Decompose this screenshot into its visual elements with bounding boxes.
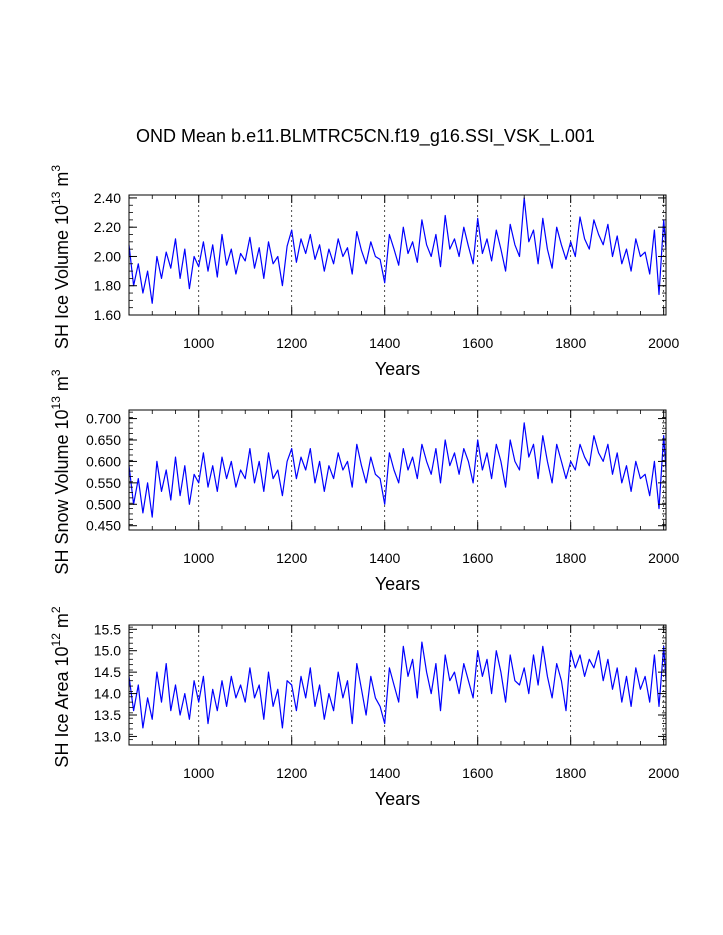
y-tick-label: 0.550 xyxy=(86,475,121,491)
x-tick-label: 1600 xyxy=(462,765,493,781)
x-tick-label: 1200 xyxy=(276,765,307,781)
series-line xyxy=(128,197,667,304)
y-tick-label: 2.20 xyxy=(94,219,121,235)
plot-frame xyxy=(128,194,667,316)
x-tick-label: 2000 xyxy=(648,335,679,351)
x-tick-label: 1400 xyxy=(369,765,400,781)
y-tick-label: 1.80 xyxy=(94,278,121,294)
y-axis-label: SH Ice Area 1012 m2 xyxy=(49,606,72,767)
plot-frame xyxy=(128,624,667,746)
x-tick-label: 1000 xyxy=(183,335,214,351)
y-tick-label: 2.40 xyxy=(94,190,121,206)
x-tick-label: 1600 xyxy=(462,550,493,566)
y-tick-label: 15.5 xyxy=(94,621,121,637)
y-tick-label: 0.700 xyxy=(86,411,121,427)
y-axis-label: SH Snow Volume 1013 m3 xyxy=(49,369,72,574)
y-tick-label: 14.5 xyxy=(94,664,121,680)
figure-title: OND Mean b.e11.BLMTRC5CN.f19_g16.SSI_VSK… xyxy=(136,126,595,146)
y-tick-label: 0.450 xyxy=(86,518,121,534)
y-tick-label: 2.00 xyxy=(94,248,121,264)
x-tick-label: 1800 xyxy=(555,335,586,351)
plot-frame xyxy=(128,409,667,531)
y-tick-label: 0.600 xyxy=(86,453,121,469)
x-tick-label: 1600 xyxy=(462,335,493,351)
y-tick-label: 1.60 xyxy=(94,307,121,323)
x-tick-label: 1200 xyxy=(276,550,307,566)
x-tick-label: 1400 xyxy=(369,335,400,351)
x-tick-label: 1200 xyxy=(276,335,307,351)
y-tick-label: 0.500 xyxy=(86,496,121,512)
x-tick-label: 2000 xyxy=(648,765,679,781)
x-tick-label: 1800 xyxy=(555,550,586,566)
y-tick-label: 14.0 xyxy=(94,686,121,702)
x-tick-label: 1400 xyxy=(369,550,400,566)
x-tick-label: 1000 xyxy=(183,550,214,566)
series-line xyxy=(128,422,667,518)
y-tick-label: 0.650 xyxy=(86,432,121,448)
y-axis-label: SH Ice Volume 1013 m3 xyxy=(49,165,72,349)
y-tick-label: 13.0 xyxy=(94,728,121,744)
series-line xyxy=(128,641,667,729)
x-tick-label: 1800 xyxy=(555,765,586,781)
x-axis-label: Years xyxy=(375,574,420,594)
y-tick-label: 13.5 xyxy=(94,707,121,723)
x-tick-label: 2000 xyxy=(648,550,679,566)
x-axis-label: Years xyxy=(375,789,420,809)
x-tick-label: 1000 xyxy=(183,765,214,781)
x-axis-label: Years xyxy=(375,359,420,379)
y-tick-label: 15.0 xyxy=(94,643,121,659)
